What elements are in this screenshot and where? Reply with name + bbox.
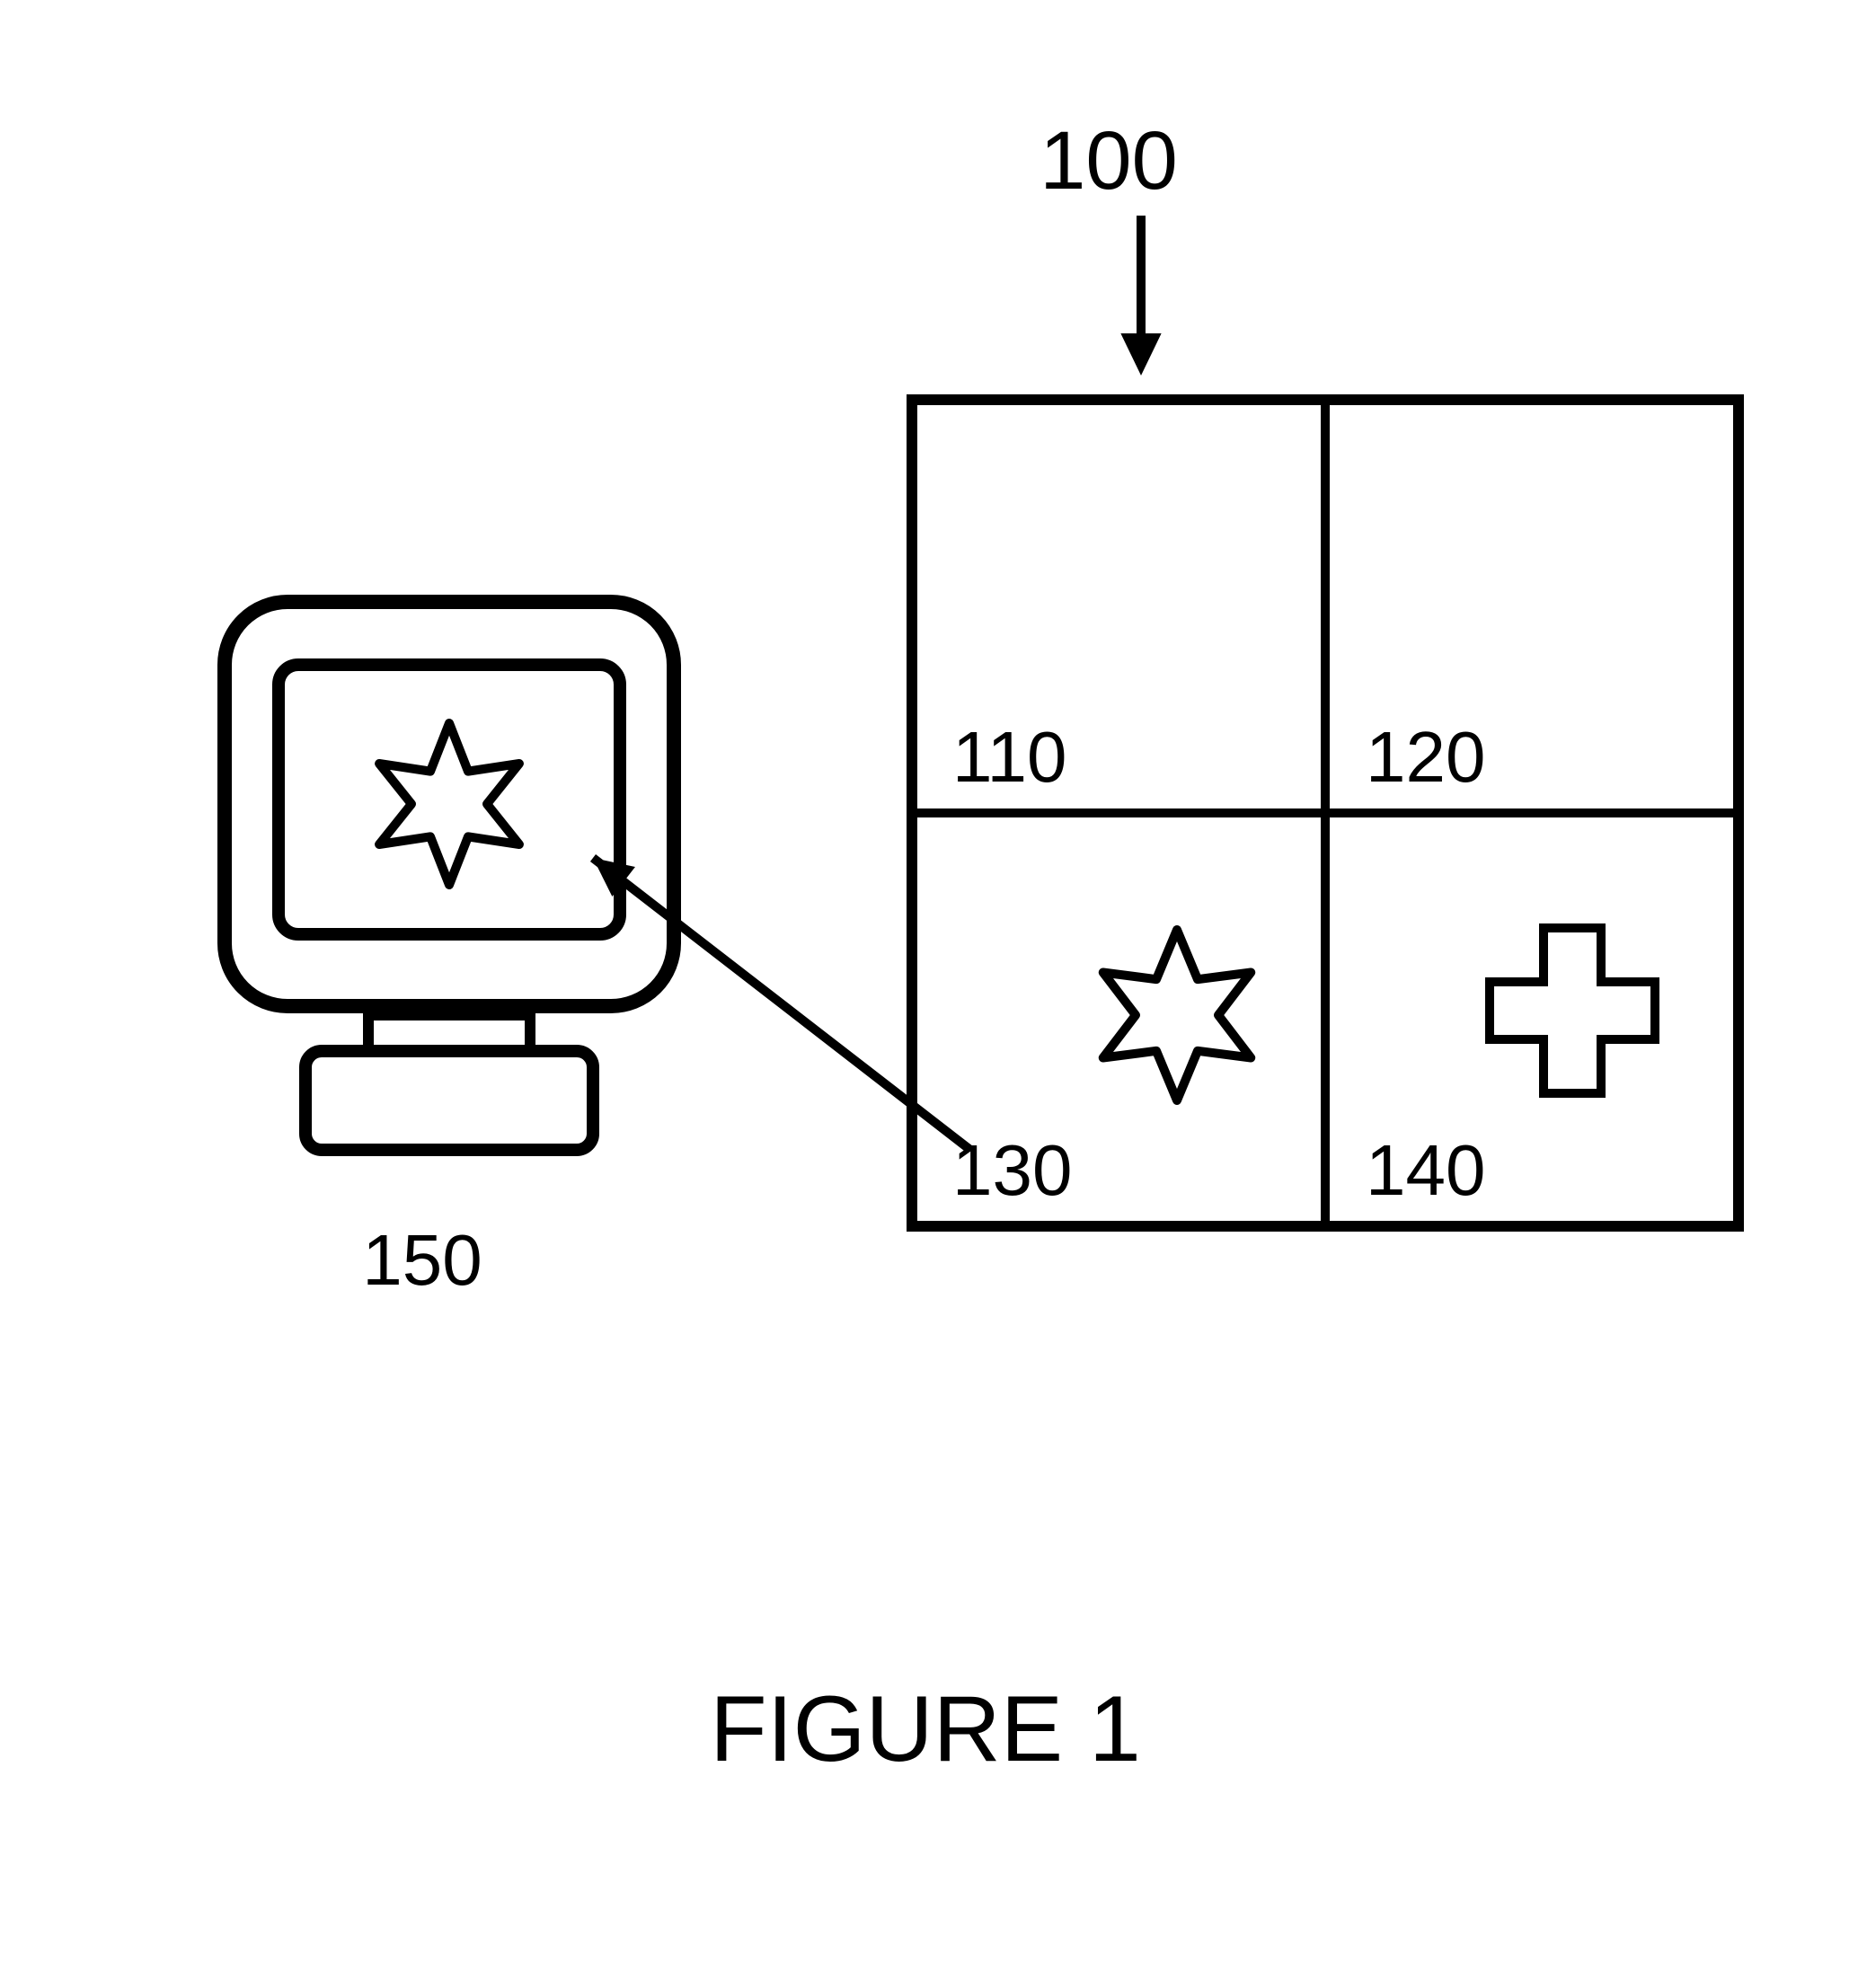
cell-130-label: 130 [952,1130,1072,1210]
plus-icon-cell-140 [1490,928,1655,1093]
monitor-screen [279,665,620,934]
monitor-150-label: 150 [362,1220,482,1300]
star-icon-cell-130 [1103,930,1252,1100]
cell-120-label: 120 [1366,717,1485,797]
pointer-100-label: 100 [1040,115,1178,207]
pointer-100-arrowhead [1120,333,1161,376]
monitor-base [305,1051,593,1150]
cell-110-label: 110 [952,717,1067,797]
cell-140-label: 140 [1366,1130,1485,1210]
grid-2x2 [912,400,1739,1226]
figure-caption: FIGURE 1 [710,1677,1141,1781]
